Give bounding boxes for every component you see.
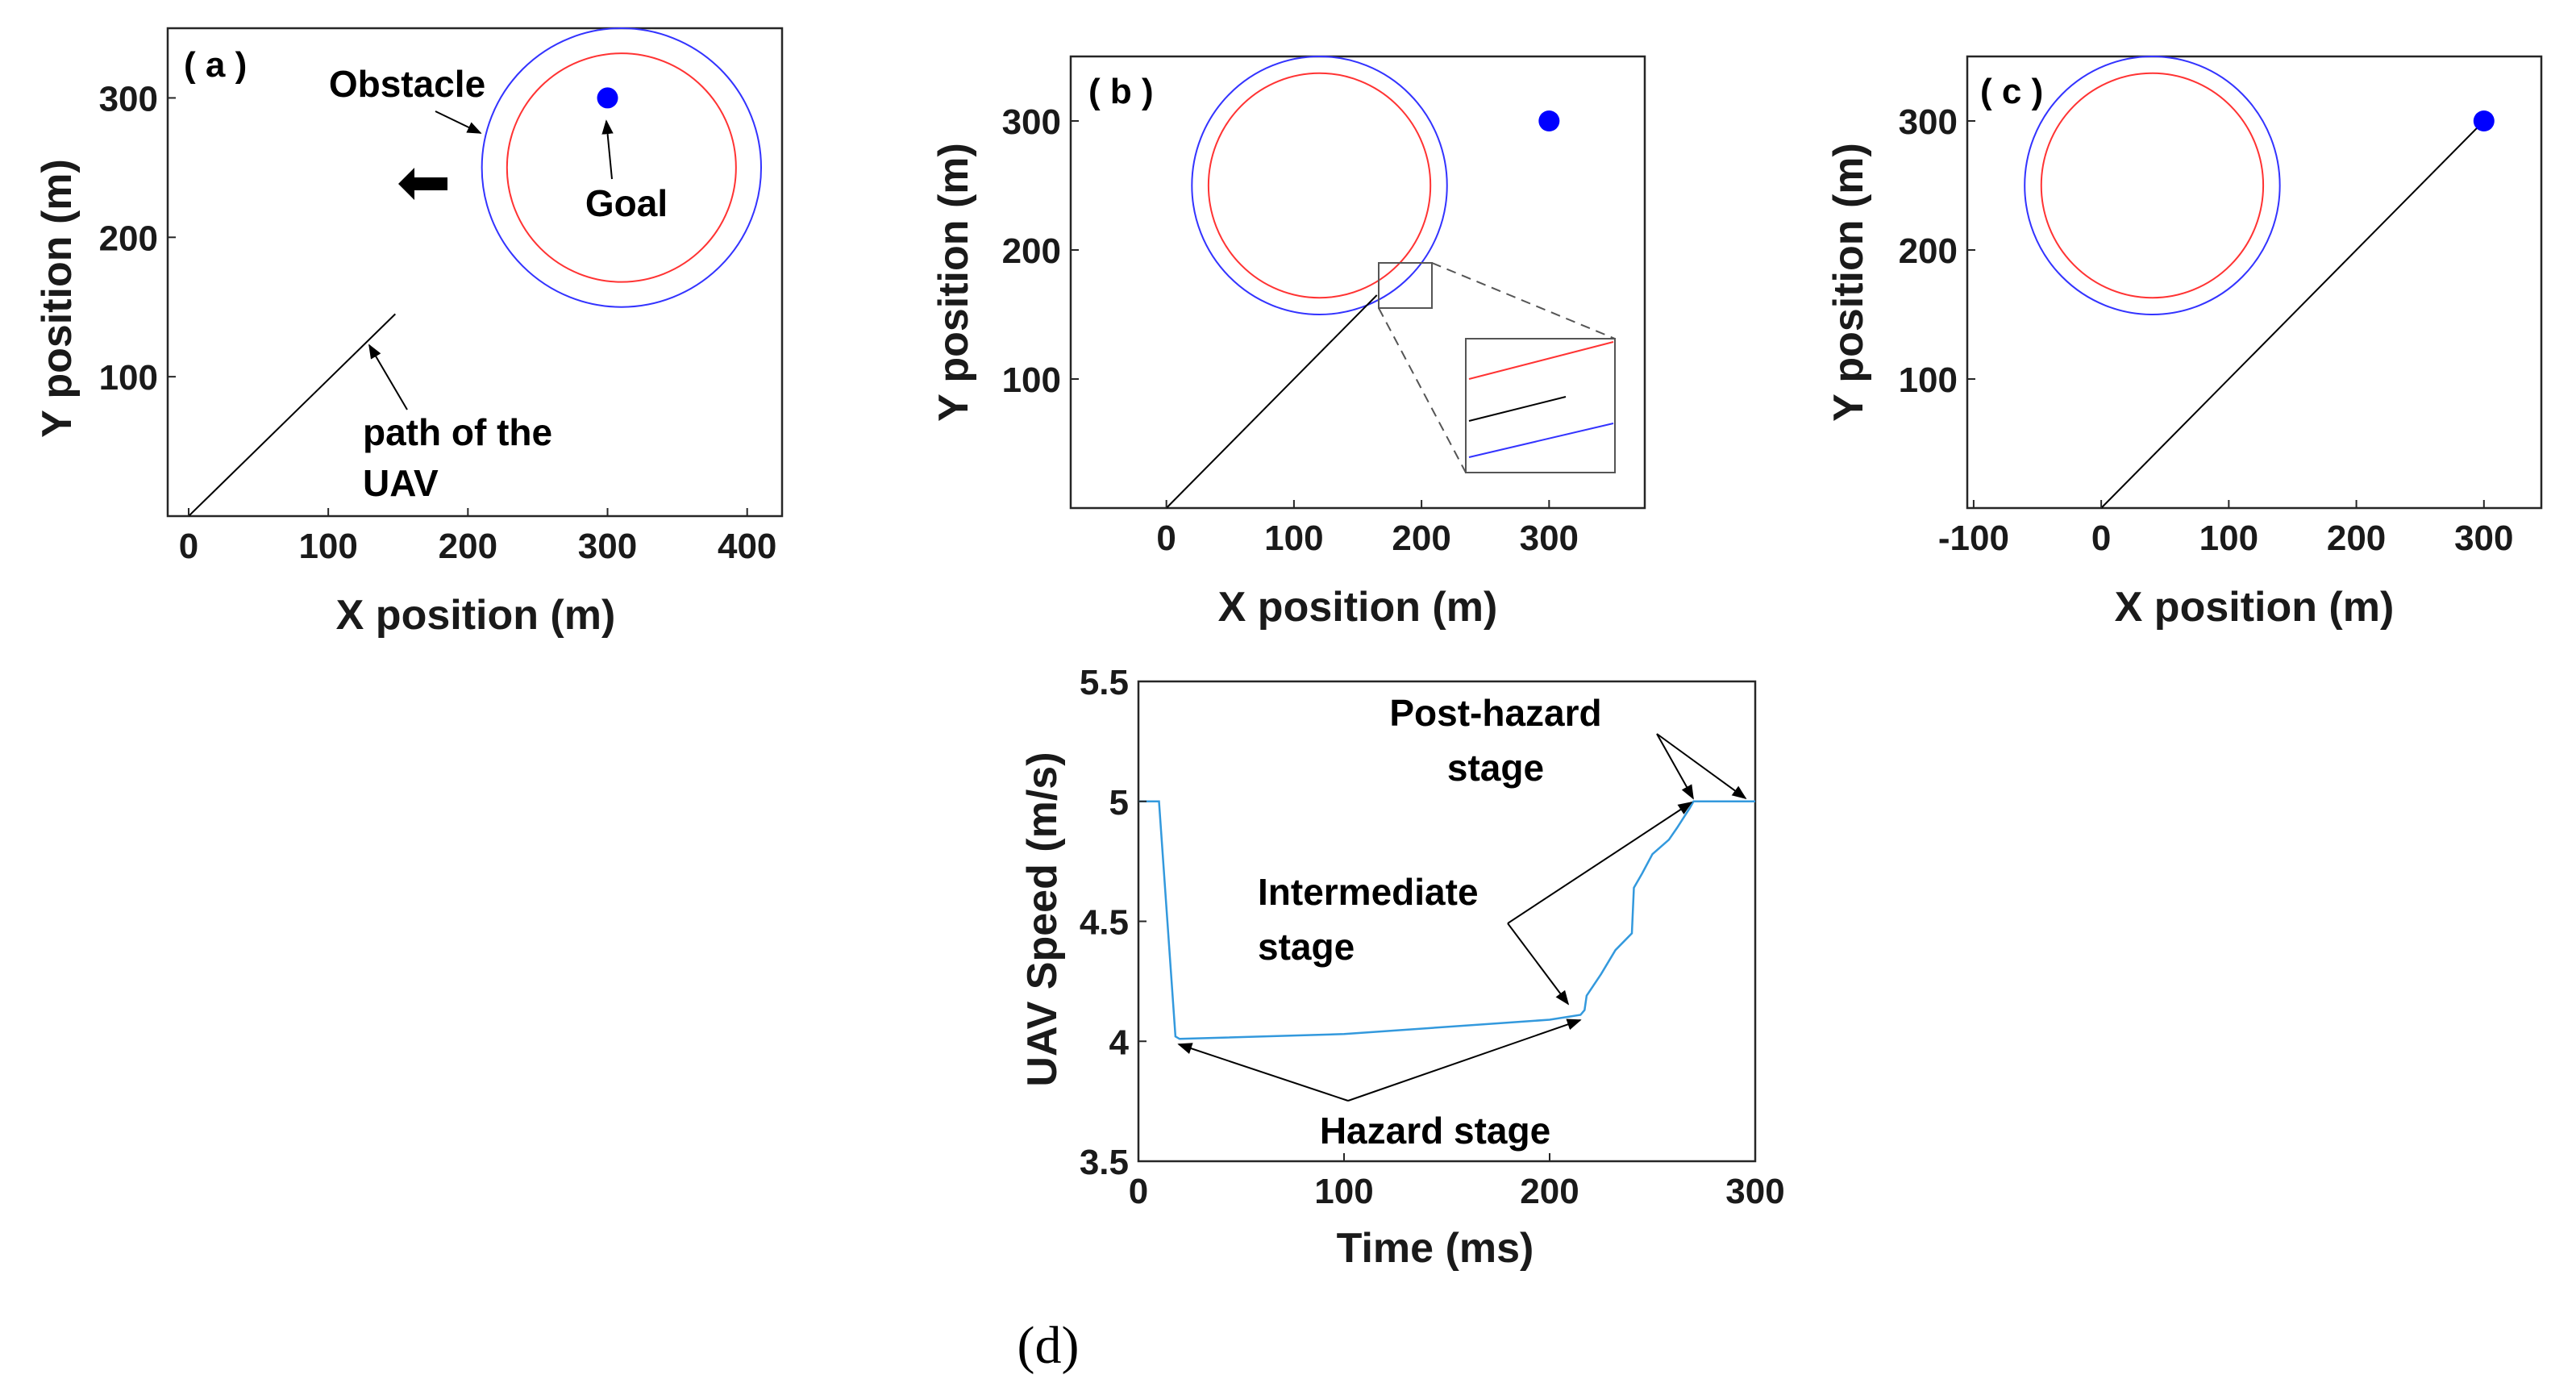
panel-c-y-tick-label: 300 (1899, 102, 1958, 142)
panel-d-marks (1138, 800, 1755, 1040)
panel-d-intermediate-label-line2: stage (1258, 926, 1355, 968)
panel-d-post-hazard-label-line1: Post-hazard (1389, 692, 1601, 734)
panel-d-y-tick-label: 3.5 (1080, 1143, 1129, 1182)
panel-a-x-tick-label: 400 (718, 527, 776, 566)
panel-c-goal-marker (2473, 110, 2495, 131)
panel-d-label: (d) (1017, 1316, 1080, 1375)
panel-d-y-tick-label: 5.5 (1080, 663, 1129, 702)
panel-a-path-pointer (368, 344, 408, 410)
panel-a-label: ( a ) (184, 45, 247, 85)
panel-b-zoom-connector-bottom (1378, 307, 1467, 473)
panel-b-x-tick-label: 0 (1156, 519, 1176, 558)
panel-c-x-tick-label: 200 (2327, 519, 2386, 558)
panel-a-path-label-line1: path of the (363, 411, 552, 453)
panel-b: 0 100 200 300 100 200 300 ( b ) X position (m)… (930, 55, 1646, 631)
panel-c-x-axis-label: X position (m) (2115, 584, 2395, 631)
panel-a-axes-frame (166, 27, 784, 518)
panel-b-zoom-region (1378, 262, 1433, 309)
panel-b-x-tick-label: 200 (1392, 519, 1450, 558)
panel-a-y-tick-label: 100 (99, 358, 158, 398)
panel-a-ticks: 0 100 200 300 400 100 200 300 (99, 79, 777, 566)
panel-b-zoom-connector-top (1431, 262, 1616, 340)
panel-b-y-tick-label: 300 (1002, 102, 1061, 142)
panel-c-x-tick-label: -100 (1938, 519, 2009, 558)
panel-c-obstacle-outer-circle (2024, 56, 2281, 315)
panel-a-path-label-line2: UAV (363, 462, 439, 504)
panel-b-x-tick-label: 100 (1264, 519, 1323, 558)
panel-d-hazard-label: Hazard stage (1320, 1110, 1550, 1152)
panel-d-y-tick-label: 5 (1109, 783, 1129, 823)
panel-a-y-tick-label: 200 (99, 219, 158, 258)
panel-d-hazard-pointer-left (1177, 1043, 1349, 1102)
panel-d-x-tick-label: 0 (1129, 1172, 1148, 1211)
panel-b-ticks: 0 100 200 300 100 200 300 (1002, 102, 1579, 558)
panel-c-x-tick-label: 300 (2454, 519, 2513, 558)
panel-a-uav-path (188, 313, 396, 517)
panel-a-obstacle-pointer (435, 110, 482, 134)
panel-d-y-axis-label: UAV Speed (m/s) (1019, 752, 1066, 1086)
panel-d-post-hazard-pointer-right (1656, 733, 1747, 800)
panel-b-goal-marker (1538, 110, 1560, 131)
panel-d-speed-series-line (1138, 800, 1755, 1040)
panel-b-marks (1165, 56, 1560, 509)
panel-b-obstacle-outer-circle (1191, 56, 1448, 315)
panel-c-axes-frame (1966, 55, 2543, 510)
panel-d-ticks: 0 100 200 300 3.5 4 4.5 5 5.5 (1080, 663, 1785, 1211)
panel-b-inset-path (1468, 396, 1567, 422)
panel-b-x-axis-label: X position (m) (1218, 584, 1498, 631)
panel-c-y-axis-label: Y position (m) (1825, 143, 1872, 422)
panel-b-inset-obstacle-inner (1468, 341, 1614, 380)
panel-a-x-tick-label: 200 (439, 527, 497, 566)
panel-a-marks (188, 27, 763, 517)
panel-b-y-tick-label: 200 (1002, 231, 1061, 271)
panel-a-y-tick-label: 300 (99, 79, 158, 119)
panel-c-x-tick-label: 0 (2091, 519, 2111, 558)
panel-c-uav-path (2100, 120, 2485, 509)
panel-b-label: ( b ) (1088, 72, 1154, 111)
panel-c-obstacle-inner-circle (2040, 72, 2265, 299)
panel-d-y-tick-label: 4 (1109, 1023, 1130, 1062)
panel-c-y-tick-label: 200 (1899, 231, 1958, 271)
panel-c-label: ( c ) (1980, 72, 2043, 111)
panel-a-goal-label: Goal (585, 182, 668, 224)
panel-a-x-tick-label: 300 (578, 527, 637, 566)
panel-d-hazard-pointer-right (1347, 1019, 1582, 1102)
panel-d-x-tick-label: 300 (1725, 1172, 1784, 1211)
panel-a-obstacle-inner-circle (506, 52, 737, 283)
panel-d-x-tick-label: 200 (1520, 1172, 1579, 1211)
panel-b-y-tick-label: 100 (1002, 360, 1061, 400)
panel-b-axes-frame (1069, 55, 1646, 510)
panel-b-x-tick-label: 300 (1520, 519, 1579, 558)
panel-a-obstacle-outer-circle (481, 27, 763, 308)
panel-d-post-hazard-pointer-left (1656, 733, 1694, 800)
panel-c-y-tick-label: 100 (1899, 360, 1958, 400)
panel-a-x-tick-label: 0 (179, 527, 198, 566)
panel-c-x-tick-label: 100 (2199, 519, 2258, 558)
panel-d-intermediate-pointer-upper (1507, 802, 1693, 924)
panel-b-inset-obstacle-outer (1468, 423, 1614, 458)
panel-a-y-axis-label: Y position (m) (34, 159, 81, 438)
panel-a-goal-marker (597, 87, 618, 109)
panel-a-x-tick-label: 100 (298, 527, 357, 566)
panel-a-goal-pointer (601, 119, 614, 180)
panel-c-marks (2024, 56, 2495, 509)
panel-d-y-tick-label: 4.5 (1080, 903, 1129, 943)
panel-d-post-hazard-label-line2: stage (1447, 747, 1544, 789)
panel-d-intermediate-pointer-lower (1507, 923, 1570, 1006)
panel-b-obstacle-inner-circle (1207, 72, 1432, 299)
panel-a: 0 100 200 300 400 100 200 300 ( a ) X position … (34, 27, 784, 639)
panel-b-y-axis-label: Y position (m) (930, 143, 977, 422)
panel-c-ticks: -100 0 100 200 300 100 200 300 (1899, 102, 2514, 558)
panel-d: 0 100 200 300 3.5 4 4.5 5 5.5 Time (ms) UAV Spee… (1017, 663, 1785, 1375)
panel-d-x-axis-label: Time (ms) (1337, 1225, 1534, 1272)
panel-a-motion-arrow (398, 168, 447, 200)
panel-a-x-axis-label: X position (m) (336, 592, 616, 639)
panel-c: -100 0 100 200 300 100 200 300 ( c ) X position… (1825, 55, 2543, 631)
panel-d-x-tick-label: 100 (1314, 1172, 1373, 1211)
panel-a-obstacle-label: Obstacle (329, 63, 485, 105)
panel-b-uav-path (1165, 294, 1378, 509)
panel-d-intermediate-label-line1: Intermediate (1258, 871, 1479, 913)
